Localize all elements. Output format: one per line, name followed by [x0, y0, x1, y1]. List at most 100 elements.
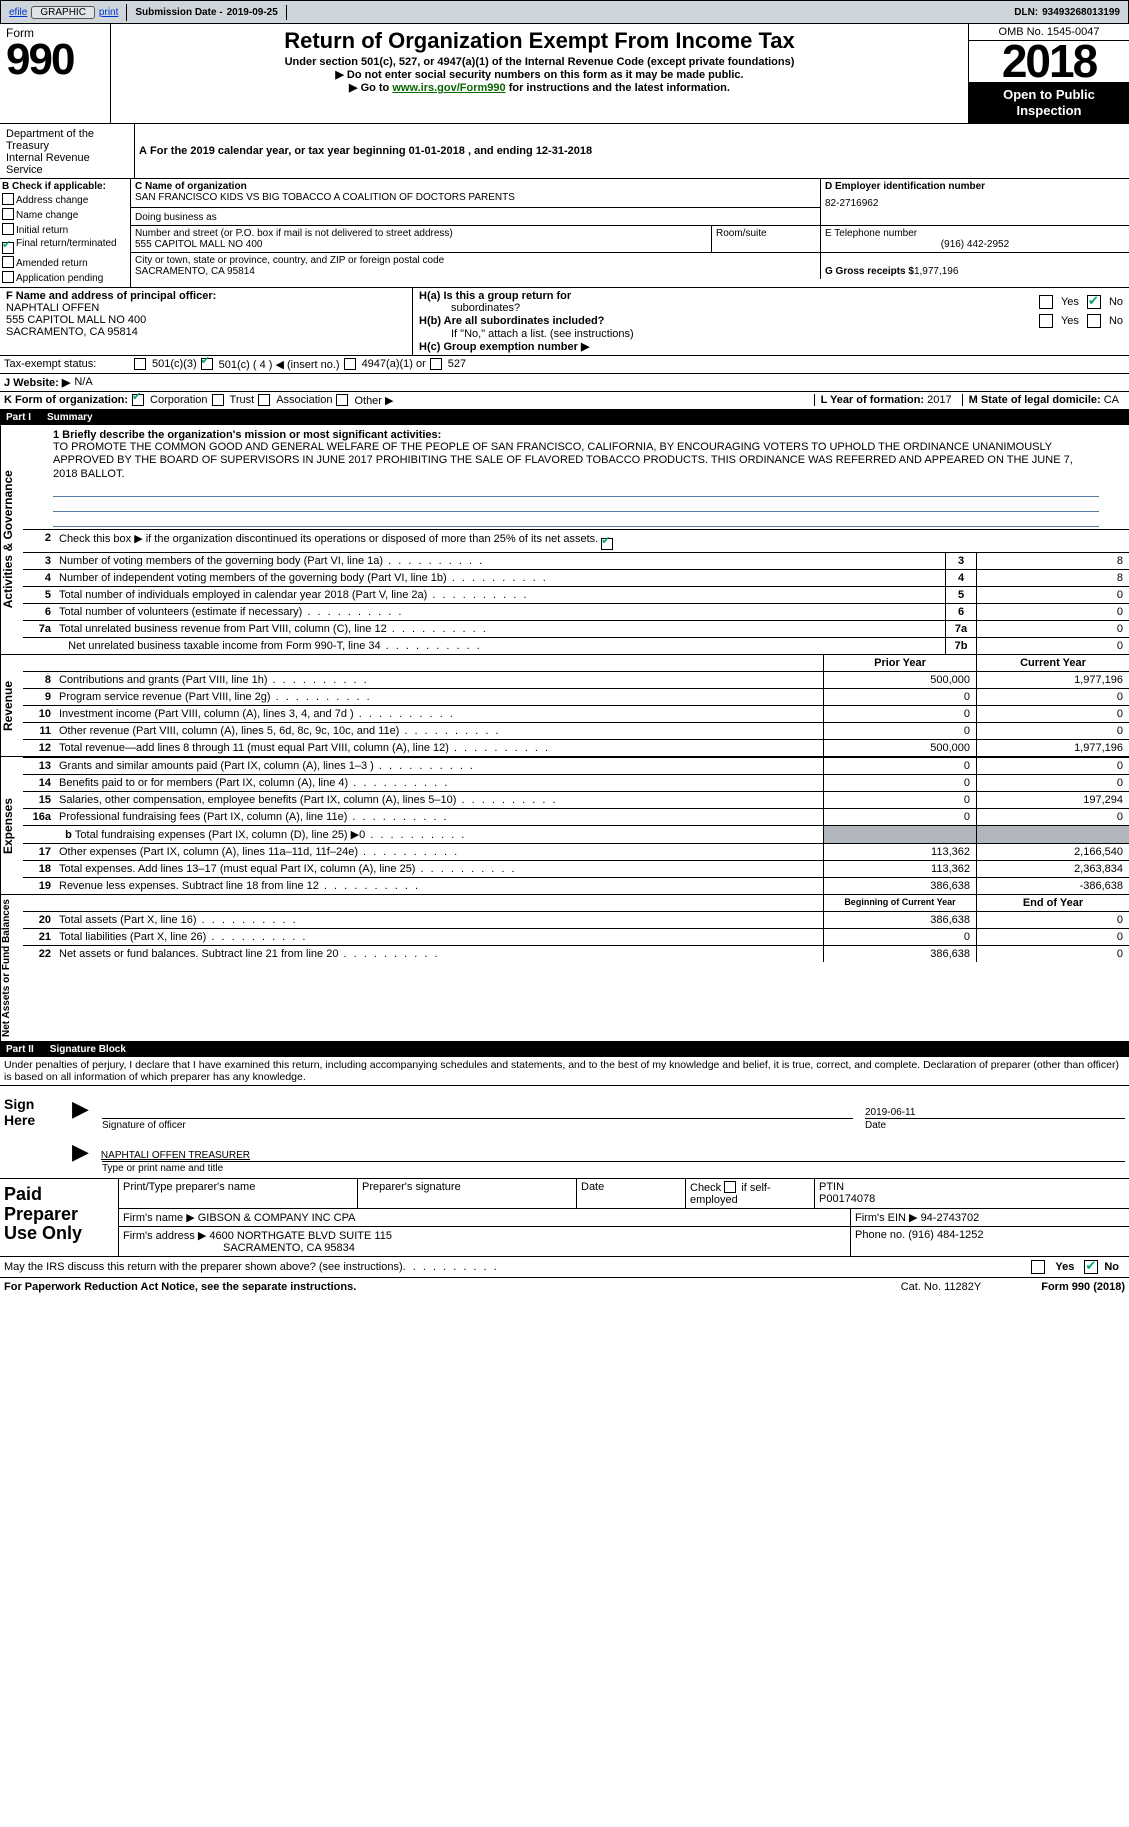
colb-item-5[interactable]: Application pending [2, 270, 128, 285]
k-opt-2[interactable] [258, 394, 270, 406]
prep-h2: Preparer's signature [358, 1179, 577, 1208]
section-revenue: Revenue Prior Year Current Year 8Contrib… [0, 655, 1129, 757]
sign-here-block: Sign Here ▶ 2019-06-11 Signature of offi… [0, 1086, 1129, 1179]
summary-line: 13Grants and similar amounts paid (Part … [23, 757, 1129, 774]
row-tax-exempt: Tax-exempt status: 501(c)(3) 501(c) ( 4 … [0, 356, 1129, 374]
summary-line: 17Other expenses (Part IX, column (A), l… [23, 843, 1129, 860]
efile-link[interactable]: efile [9, 7, 27, 18]
pra-notice: For Paperwork Reduction Act Notice, see … [4, 1281, 356, 1293]
gross-value: 1,977,196 [914, 266, 959, 277]
submission-label: Submission Date - [135, 7, 222, 18]
dept-irs: Internal Revenue Service [6, 152, 128, 176]
colb-item-0[interactable]: Address change [2, 192, 128, 207]
mission-text: TO PROMOTE THE COMMON GOOD AND GENERAL W… [53, 441, 1073, 481]
discuss-question: May the IRS discuss this return with the… [4, 1261, 403, 1273]
tax-opt-3[interactable] [430, 358, 442, 370]
efile-topbar: efile GRAPHIC print Submission Date - 20… [0, 0, 1129, 24]
firm-addr-label: Firm's address ▶ [123, 1230, 209, 1242]
hb-no-box[interactable] [1087, 314, 1101, 328]
col-b-checkboxes: B Check if applicable: Address changeNam… [0, 179, 131, 287]
k-opt-0[interactable] [132, 394, 144, 406]
summary-line: 12Total revenue—add lines 8 through 11 (… [23, 739, 1129, 756]
summary-line: 8Contributions and grants (Part VIII, li… [23, 671, 1129, 688]
officer-name: NAPHTALI OFFEN [6, 302, 99, 314]
hb-yes-box[interactable] [1039, 314, 1053, 328]
k-opt-3[interactable] [336, 394, 348, 406]
f-label: F Name and address of principal officer: [6, 290, 216, 302]
checkbox-icon[interactable] [2, 256, 14, 268]
tax-opt-1[interactable] [201, 358, 213, 370]
open-public-badge: Open to Public Inspection [969, 83, 1129, 122]
goto-pre: ▶ Go to [349, 82, 392, 94]
form-number: 990 [6, 35, 73, 84]
vlabel-net-assets: Net Assets or Fund Balances [0, 895, 23, 1041]
gross-label: G Gross receipts $ [825, 266, 914, 277]
firm-phone: (916) 484-1252 [908, 1229, 983, 1241]
checkbox-icon[interactable] [2, 271, 14, 283]
gov-line: 6Total number of volunteers (estimate if… [23, 603, 1129, 620]
form-title: Return of Organization Exempt From Incom… [119, 28, 960, 54]
city-label: City or town, state or province, country… [135, 255, 816, 266]
row-website: J Website: ▶ N/A [0, 374, 1129, 392]
colb-item-1[interactable]: Name change [2, 207, 128, 222]
cat-no: Cat. No. 11282Y [901, 1281, 982, 1293]
discuss-yes-box[interactable] [1031, 1260, 1045, 1274]
firm-addr1: 4600 NORTHGATE BLVD SUITE 115 [209, 1230, 392, 1242]
summary-line: 11Other revenue (Part VIII, column (A), … [23, 722, 1129, 739]
discuss-no-box[interactable] [1084, 1260, 1098, 1274]
colb-item-4[interactable]: Amended return [2, 255, 128, 270]
officer-addr1: 555 CAPITOL MALL NO 400 [6, 314, 146, 326]
self-employed-checkbox[interactable] [724, 1181, 736, 1193]
j-label: J Website: ▶ [4, 376, 70, 389]
rev-head-cy: Current Year [976, 655, 1129, 671]
dept-treasury: Department of the Treasury [6, 128, 128, 152]
checkbox-icon[interactable] [2, 208, 14, 220]
tax-year: 2018 [969, 41, 1129, 83]
sig-officer-label: Signature of officer [102, 1118, 853, 1131]
vlabel-governance: Activities & Governance [0, 425, 23, 654]
checkbox-icon[interactable] [2, 193, 14, 205]
footer: For Paperwork Reduction Act Notice, see … [0, 1278, 1129, 1296]
summary-line: 19Revenue less expenses. Subtract line 1… [23, 877, 1129, 894]
tax-opt-0[interactable] [134, 358, 146, 370]
prep-self-emp: Check if self-employed [686, 1179, 815, 1208]
sign-date-value: 2019-06-11 [865, 1107, 1125, 1118]
section-governance: Activities & Governance 1 Briefly descri… [0, 425, 1129, 655]
form990-link[interactable]: www.irs.gov/Form990 [392, 82, 505, 94]
form-footer-label: Form 990 (2018) [1041, 1281, 1125, 1293]
submission-date: 2019-09-25 [227, 7, 278, 18]
checkbox-icon[interactable] [2, 223, 14, 235]
mission-lead: 1 Briefly describe the organization's mi… [53, 429, 441, 441]
tel-label: E Telephone number [825, 228, 1125, 239]
prep-h3: Date [577, 1179, 686, 1208]
firm-addr2: SACRAMENTO, CA 95834 [123, 1242, 355, 1254]
summary-line: 18Total expenses. Add lines 13–17 (must … [23, 860, 1129, 877]
colb-item-2[interactable]: Initial return [2, 222, 128, 237]
firm-label: Firm's name ▶ [123, 1212, 198, 1224]
firm-name: GIBSON & COMPANY INC CPA [198, 1212, 356, 1224]
checkbox-icon[interactable] [2, 242, 14, 254]
summary-line: 21Total liabilities (Part X, line 26)00 [23, 928, 1129, 945]
ein-value: 82-2716962 [825, 192, 1125, 215]
summary-line: 10Investment income (Part VIII, column (… [23, 705, 1129, 722]
tax-opt-2[interactable] [344, 358, 356, 370]
rev-head-py: Prior Year [823, 655, 976, 671]
hc-label: H(c) Group exemption number ▶ [419, 341, 589, 353]
ha-yes-box[interactable] [1039, 295, 1053, 309]
officer-addr2: SACRAMENTO, CA 95814 [6, 326, 138, 338]
na-head-py: Beginning of Current Year [823, 895, 976, 911]
k-label: K Form of organization: [4, 394, 128, 406]
print-link[interactable]: print [99, 7, 118, 18]
submission-cell: Submission Date - 2019-09-25 [127, 5, 286, 20]
summary-line: b Total fundraising expenses (Part IX, c… [23, 825, 1129, 843]
dln-label: DLN: [1014, 7, 1038, 18]
graphic-btn[interactable]: GRAPHIC [31, 6, 95, 19]
vlabel-revenue: Revenue [0, 655, 23, 756]
ha-no-box[interactable] [1087, 295, 1101, 309]
summary-line: 16aProfessional fundraising fees (Part I… [23, 808, 1129, 825]
dln-value: 93493268013199 [1042, 7, 1120, 18]
k-opt-1[interactable] [212, 394, 224, 406]
colb-item-3[interactable]: Final return/terminated [2, 237, 128, 255]
hb-label: H(b) Are all subordinates included? [419, 315, 604, 327]
org-name: SAN FRANCISCO KIDS VS BIG TOBACCO A COAL… [135, 192, 816, 203]
